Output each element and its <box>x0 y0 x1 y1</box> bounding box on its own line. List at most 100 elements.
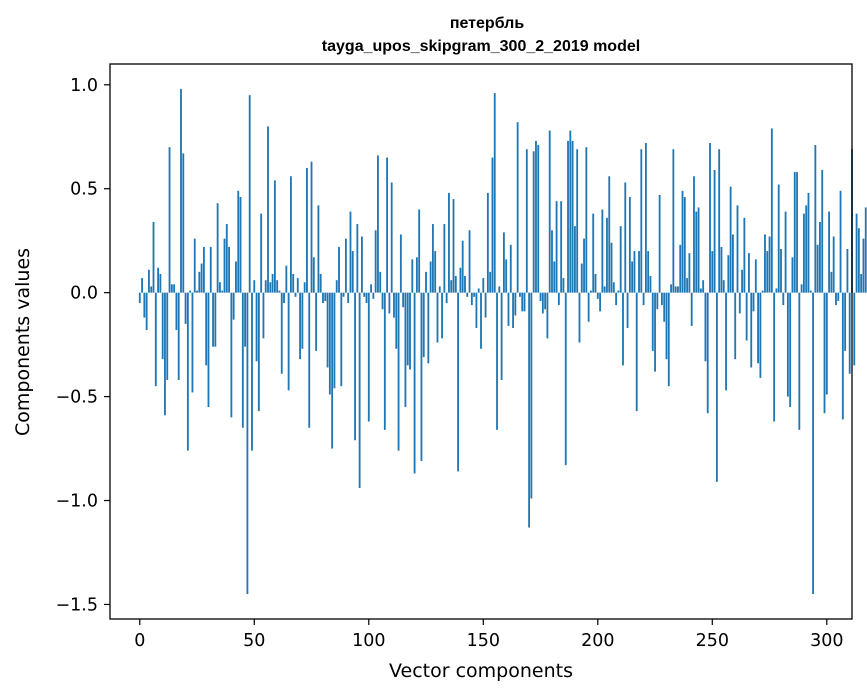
bar <box>464 276 466 293</box>
bar <box>431 224 434 293</box>
bar <box>606 217 608 293</box>
bar <box>505 259 508 293</box>
bar <box>786 292 789 397</box>
bar <box>184 292 187 324</box>
bar <box>812 292 814 595</box>
bar <box>489 271 492 293</box>
bar <box>757 292 760 364</box>
y-tick-label: 0.5 <box>70 180 98 200</box>
bar <box>702 280 705 293</box>
bar <box>624 182 627 293</box>
bar <box>331 292 334 449</box>
bar <box>186 292 189 451</box>
bar <box>175 292 178 331</box>
bar <box>610 242 613 293</box>
bar <box>805 205 808 293</box>
bar <box>658 194 661 293</box>
bar <box>168 147 171 293</box>
bar <box>640 149 643 293</box>
bar <box>516 122 519 293</box>
bar <box>379 271 382 293</box>
bar <box>404 292 407 407</box>
bar <box>523 292 526 312</box>
bar <box>260 213 263 293</box>
bar <box>335 280 338 293</box>
bar <box>670 284 672 293</box>
bar <box>342 292 345 297</box>
bar <box>502 232 505 293</box>
bar <box>365 292 368 304</box>
bar <box>269 282 272 293</box>
bar <box>638 251 640 293</box>
y-tick-label: 0.0 <box>70 284 98 304</box>
x-tick-label: 50 <box>243 631 265 651</box>
bar <box>328 292 331 395</box>
bar <box>436 292 439 343</box>
bar <box>262 292 265 339</box>
bar <box>754 259 757 293</box>
bar <box>445 292 448 304</box>
bar <box>564 292 567 466</box>
bar <box>395 292 398 349</box>
bar <box>587 292 590 322</box>
bar <box>287 292 290 391</box>
bar <box>782 292 785 306</box>
bar <box>409 292 411 370</box>
bar <box>800 284 803 293</box>
bar <box>486 192 489 293</box>
bar <box>571 140 574 293</box>
bar <box>406 292 409 366</box>
bar <box>397 292 400 451</box>
bar <box>216 203 219 293</box>
chart-title: петербль <box>450 15 525 32</box>
bar <box>709 142 711 293</box>
bar <box>633 251 636 293</box>
bar <box>450 280 453 293</box>
bar <box>585 147 588 293</box>
bar <box>267 126 269 293</box>
bar <box>209 246 212 293</box>
bar <box>196 290 198 293</box>
bar <box>521 292 524 312</box>
bar <box>780 249 782 293</box>
bar <box>773 292 776 422</box>
bar <box>672 149 675 293</box>
bar <box>864 207 867 293</box>
bar <box>443 224 446 293</box>
bar <box>816 244 819 293</box>
bar <box>555 201 558 293</box>
bar <box>674 286 677 293</box>
bar <box>219 282 221 293</box>
bar <box>862 238 865 293</box>
bar <box>415 257 418 293</box>
bar <box>312 257 315 293</box>
bar <box>592 213 595 293</box>
bar <box>557 292 560 306</box>
bar <box>193 238 196 293</box>
bar <box>230 292 233 418</box>
bar <box>514 292 517 316</box>
bar <box>225 224 228 293</box>
bar <box>315 292 318 351</box>
bar <box>706 292 709 414</box>
bar <box>727 255 730 293</box>
bar <box>539 292 542 301</box>
bar <box>393 292 395 318</box>
bar <box>729 186 732 293</box>
bar <box>711 251 714 293</box>
y-tick-label: 1.0 <box>70 76 98 96</box>
bar <box>296 278 299 293</box>
bar <box>832 236 835 293</box>
bar <box>619 226 622 293</box>
bar <box>386 157 389 293</box>
bar <box>285 265 288 293</box>
bar <box>257 292 260 412</box>
bar <box>679 244 682 293</box>
bar <box>532 151 535 293</box>
bar <box>154 292 157 387</box>
x-tick-label: 0 <box>134 631 145 651</box>
bar <box>322 292 324 304</box>
y-tick-label: −1.0 <box>56 492 99 512</box>
bar <box>202 246 205 293</box>
